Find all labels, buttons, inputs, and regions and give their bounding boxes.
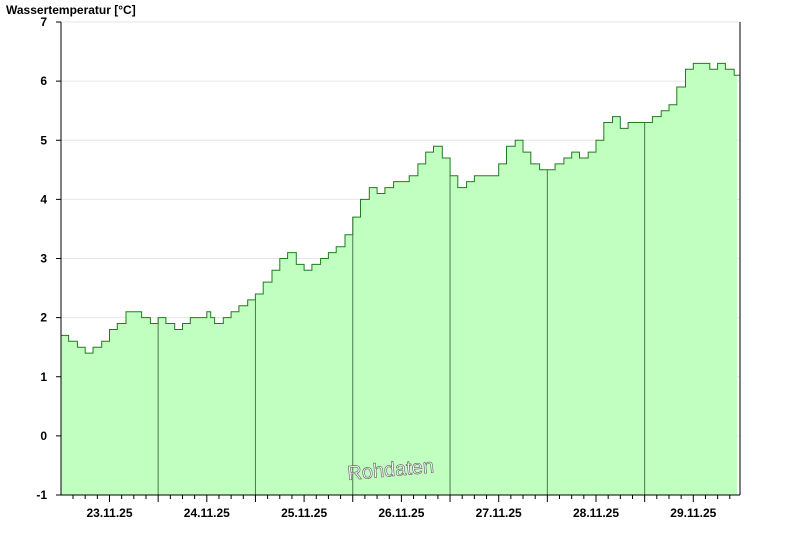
x-ticks: 23.11.25 24.11.25 25.11.25 26.11.25 27.11.25…: [72, 495, 731, 520]
y-tick-label: 6: [40, 74, 47, 88]
x-tick-label: 27.11.25: [476, 506, 522, 520]
y-tick-label: 4: [40, 192, 47, 206]
y-tick-label: 5: [40, 133, 47, 147]
data-area: [61, 62, 740, 496]
x-tick-label: 25.11.25: [281, 506, 327, 520]
x-tick-label: 24.11.25: [184, 506, 230, 520]
x-tick-label: 28.11.25: [573, 506, 619, 520]
y-tick-label: 3: [40, 252, 47, 266]
x-tick-label: 29.11.25: [670, 506, 716, 520]
y-tick-label: -1: [36, 488, 47, 502]
y-tick-label: 0: [40, 429, 47, 443]
temperature-line: [61, 62, 740, 354]
x-tick-label: 23.11.25: [86, 506, 132, 520]
y-tick-label: 1: [40, 370, 47, 384]
temperature-area: [61, 63, 740, 496]
y-tick-label: 7: [40, 15, 47, 29]
y-axis-label: Wassertemperatur [°C]: [6, 3, 136, 17]
x-tick-label: 26.11.25: [378, 506, 424, 520]
y-tick-label: 2: [40, 311, 47, 325]
day-separators: [157, 122, 646, 495]
y-ticks: -1 0 1 2 3 4 5 6 7: [36, 15, 61, 502]
